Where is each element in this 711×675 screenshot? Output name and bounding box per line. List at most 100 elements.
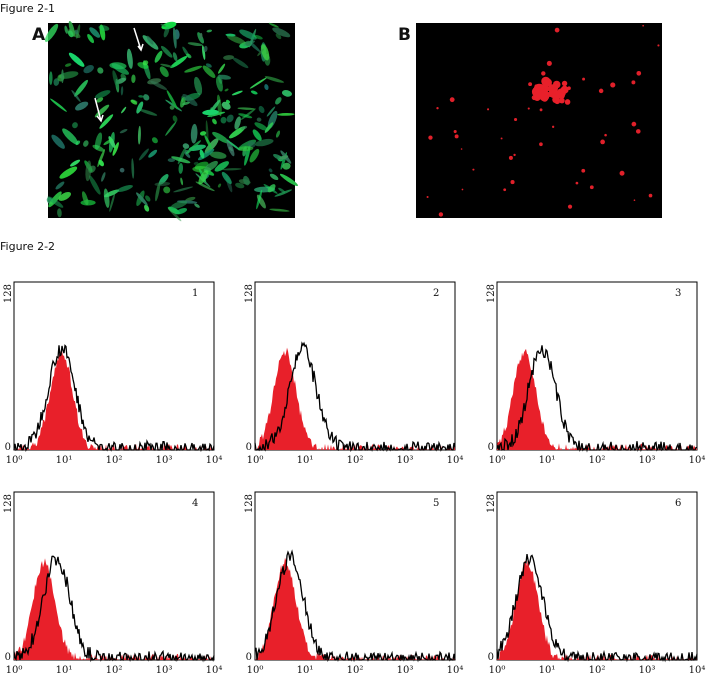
cell <box>221 101 231 110</box>
cell <box>217 183 222 188</box>
cell <box>184 151 191 158</box>
cell <box>171 156 191 164</box>
y-tick-label: 128 <box>3 494 14 513</box>
cell <box>173 186 194 193</box>
x-tick-label: 10⁴ <box>689 455 706 466</box>
cell <box>94 90 111 99</box>
y-tick-label: 128 <box>486 284 497 303</box>
cell <box>74 29 79 35</box>
cell <box>472 168 475 171</box>
arrow <box>94 97 104 123</box>
cell <box>460 148 463 150</box>
cell <box>170 200 188 209</box>
cell <box>436 107 439 110</box>
cell <box>221 171 232 185</box>
cell <box>636 70 642 76</box>
cell <box>96 97 104 103</box>
cell <box>165 121 177 136</box>
cell <box>142 60 149 66</box>
x-tick-label: 10¹ <box>539 665 556 675</box>
cell <box>136 192 148 206</box>
cell <box>648 193 653 198</box>
cell <box>97 67 104 74</box>
x-tick-label: 10⁰ <box>247 665 264 675</box>
cell <box>513 153 516 157</box>
cell <box>218 63 226 74</box>
red-cells <box>426 24 660 217</box>
cell <box>94 104 110 118</box>
cell <box>610 82 616 88</box>
cell <box>175 208 188 215</box>
cell <box>64 63 72 67</box>
cell <box>49 71 53 85</box>
cell <box>94 132 103 150</box>
cell <box>253 34 263 40</box>
cell <box>150 80 168 91</box>
cell <box>582 77 586 81</box>
cell <box>138 148 149 161</box>
cell <box>64 25 69 34</box>
cell <box>256 117 262 122</box>
panel-number: 2 <box>433 288 439 299</box>
cell <box>158 174 169 185</box>
cell <box>487 108 490 111</box>
cell <box>57 208 62 218</box>
cell <box>59 166 78 179</box>
cell <box>642 24 645 27</box>
cell <box>130 99 138 105</box>
cell <box>116 185 133 193</box>
cell <box>631 121 637 127</box>
arrow <box>133 27 144 52</box>
x-tick-label: 10⁰ <box>6 665 23 675</box>
cell <box>258 105 265 114</box>
cell <box>554 27 560 33</box>
stained-outline <box>496 345 698 453</box>
cell <box>278 187 286 193</box>
cell <box>269 208 290 212</box>
y-tick-label: 0 <box>246 652 252 663</box>
x-tick-label: 10⁰ <box>247 455 264 466</box>
cell <box>72 122 78 129</box>
cell <box>226 139 235 157</box>
cell <box>185 196 196 202</box>
cell <box>224 88 229 92</box>
cell <box>169 105 175 110</box>
panel-number: 3 <box>675 288 681 299</box>
cell <box>247 141 256 148</box>
cell <box>631 80 636 85</box>
cell <box>137 125 141 145</box>
cell <box>103 138 113 146</box>
cell <box>193 161 199 165</box>
cell <box>161 21 177 30</box>
cell <box>238 113 253 119</box>
cell <box>245 40 251 47</box>
cell <box>182 143 190 149</box>
cell <box>544 87 548 92</box>
cell <box>184 65 203 73</box>
cell <box>234 116 241 130</box>
cell <box>453 129 457 134</box>
cell <box>182 94 198 107</box>
cell <box>281 89 292 97</box>
cell <box>449 97 455 103</box>
cell <box>75 101 89 111</box>
x-tick-label: 10⁴ <box>447 455 464 466</box>
stained-outline <box>13 344 215 453</box>
cell <box>243 175 250 186</box>
cell <box>146 35 154 45</box>
cell <box>269 173 279 181</box>
cell <box>185 140 201 155</box>
cell <box>226 139 241 151</box>
panel-letter: A <box>32 25 46 45</box>
isotype-fill <box>497 556 697 660</box>
cell <box>71 89 81 102</box>
cell <box>510 180 515 185</box>
cell <box>254 138 274 147</box>
figure-label: Figure 2-2 <box>0 240 55 253</box>
cell <box>249 77 267 89</box>
cell <box>68 20 75 37</box>
cell <box>70 159 81 167</box>
cell <box>214 161 229 172</box>
cell <box>237 107 256 110</box>
